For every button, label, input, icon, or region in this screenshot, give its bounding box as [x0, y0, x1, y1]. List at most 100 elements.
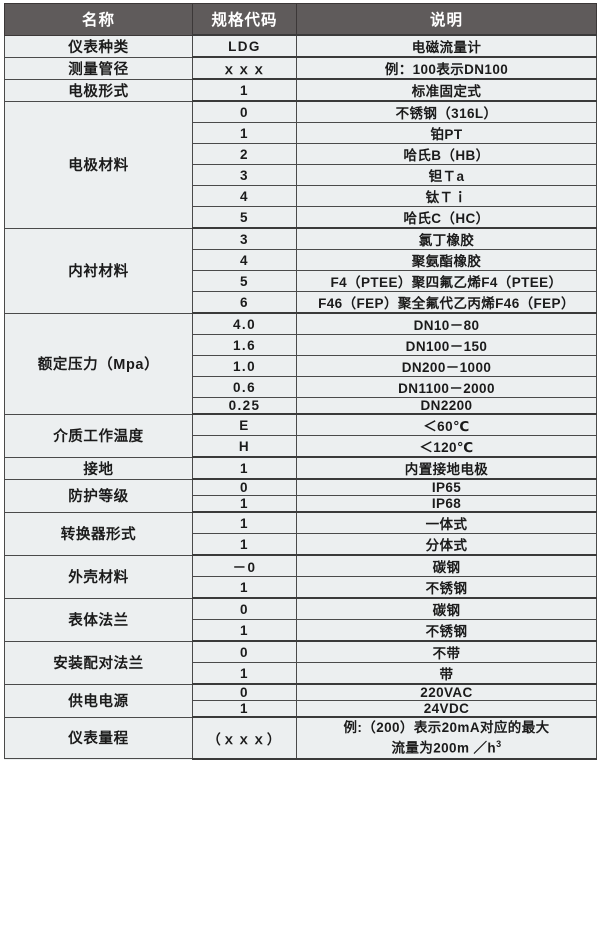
table-row: 防护等级 0 IP65 [4, 478, 597, 513]
spec-code-value: 1 [192, 619, 297, 642]
table-row: 供电电源 0 220VAC [4, 683, 597, 718]
header-cell-desc: 说明 [296, 3, 597, 36]
row-group-name: 电极形式 [4, 78, 193, 102]
spec-code-value: 1.6 [192, 334, 297, 356]
table-row: 电极形式 1 标准固定式 [4, 78, 597, 102]
spec-code-value: 3 [192, 227, 297, 250]
table-row: 0.6 DN1100－2000 [5, 376, 597, 398]
spec-description: 哈氏B（HB） [296, 143, 597, 165]
specification-code-table: 名称 规格代码 说明 仪表种类 LDG 电磁流量计 测量管径 ｘｘｘ 例：100表示DN1… [4, 3, 597, 760]
spec-code-value: 0.6 [192, 376, 297, 398]
table-row: 1 铂PT [5, 122, 597, 144]
table-row: 4 聚氨酯橡胶 [5, 249, 597, 271]
spec-description: 哈氏C（HC） [296, 206, 597, 229]
table-row: 1.6 DN100－150 [5, 334, 597, 356]
spec-code-value: 1 [192, 511, 297, 534]
spec-code-value: 1 [192, 576, 297, 599]
spec-description: DN100－150 [296, 334, 597, 356]
spec-description: ＜60℃ [296, 413, 597, 436]
spec-code-value: 6 [192, 291, 297, 314]
table-row: 表体法兰 0 碳钢 [4, 597, 597, 642]
spec-code-value: ｘｘｘ [192, 56, 297, 80]
row-group-name: 电极材料 [4, 100, 193, 229]
spec-code-value: 3 [192, 164, 297, 186]
row-group-name: 仪表种类 [4, 34, 193, 58]
spec-description: 分体式 [296, 533, 597, 556]
header-row: 名称 规格代码 说明 [4, 3, 597, 36]
spec-description: IP65 [296, 478, 597, 496]
spec-code-value: 1.0 [192, 355, 297, 377]
spec-description: 碳钢 [296, 597, 597, 620]
table-row: 外壳材料 －0 碳钢 [4, 554, 597, 599]
spec-description: 钽Ｔa [296, 164, 597, 186]
row-group-name: 接地 [4, 456, 193, 480]
spec-code-value: 4 [192, 185, 297, 207]
spec-description-line-2-text: 流量为200m ／h [391, 740, 497, 756]
spec-description-line-1: 例:（200）表示20mA对应的最大 [343, 720, 550, 735]
spec-code-value: 0 [192, 478, 297, 496]
spec-code-value: 0 [192, 597, 297, 620]
spec-description: 不锈钢 [296, 576, 597, 599]
spec-description: F46（FEP）聚全氟代乙丙烯F46（FEP） [296, 291, 597, 314]
spec-description: DN2200 [296, 397, 597, 415]
spec-description-line-2: 流量为200m ／h3 [299, 738, 594, 758]
table-row: 内衬材料 3 氯丁橡胶 [4, 227, 597, 314]
spec-description: 氯丁橡胶 [296, 227, 597, 250]
spec-description: 不锈钢（316L） [296, 100, 597, 123]
spec-code-value: H [192, 435, 297, 458]
spec-description: ＜120℃ [296, 435, 597, 458]
table-row: 测量管径 ｘｘｘ 例：100表示DN100 [4, 56, 597, 80]
table-row: 1 分体式 [5, 533, 597, 556]
row-group-name: 额定压力（Mpa） [4, 312, 193, 415]
header-cell-code: 规格代码 [192, 3, 297, 36]
spec-code-value: LDG [192, 34, 297, 58]
spec-description: 例：100表示DN100 [296, 56, 597, 80]
spec-code-value: （ｘｘｘ） [192, 716, 297, 760]
table-row: 介质工作温度 E ＜60℃ [4, 413, 597, 458]
spec-code-value: 4.0 [192, 312, 297, 335]
spec-description: DN200－1000 [296, 355, 597, 377]
spec-code-value: 2 [192, 143, 297, 165]
spec-code-value: 0 [192, 100, 297, 123]
table-row: 4 钛Ｔｉ [5, 185, 597, 207]
row-group-name: 内衬材料 [4, 227, 193, 314]
table-row: 5 F4（PTEE）聚四氟乙烯F4（PTEE） [5, 270, 597, 292]
table-row: H ＜120℃ [5, 435, 597, 458]
table-row: 6 F46（FEP）聚全氟代乙丙烯F46（FEP） [5, 291, 597, 314]
spec-code-value: 1 [192, 78, 297, 102]
spec-description: 带 [296, 662, 597, 685]
spec-code-value: 1 [192, 495, 297, 513]
spec-code-value: 0 [192, 640, 297, 663]
spec-description: 聚氨酯橡胶 [296, 249, 597, 271]
spec-code-value: －0 [192, 554, 297, 577]
spec-code-value: E [192, 413, 297, 436]
spec-description: 220VAC [296, 683, 597, 701]
row-group-name: 介质工作温度 [4, 413, 193, 458]
table-row: 5 哈氏C（HC） [5, 206, 597, 229]
header-cell-name: 名称 [4, 3, 193, 36]
spec-code-value: 4 [192, 249, 297, 271]
table-row: 额定压力（Mpa） 4.0 DN10－80 [4, 312, 597, 415]
spec-description: F4（PTEE）聚四氟乙烯F4（PTEE） [296, 270, 597, 292]
table-row: 转换器形式 1 一体式 [4, 511, 597, 556]
spec-code-value: 5 [192, 270, 297, 292]
spec-code-value: 1 [192, 533, 297, 556]
spec-description: 不带 [296, 640, 597, 663]
table-row: 仪表种类 LDG 电磁流量计 [4, 34, 597, 58]
table-row: 仪表量程 （ｘｘｘ） 例:（200）表示20mA对应的最大 流量为200m ／h3 [4, 716, 597, 760]
table-row: 接地 1 内置接地电极 [4, 456, 597, 480]
spec-description: 电磁流量计 [296, 34, 597, 58]
row-group-name: 供电电源 [4, 683, 193, 718]
spec-code-value: 1 [192, 700, 297, 718]
row-group-name: 安装配对法兰 [4, 640, 193, 685]
row-group-name: 表体法兰 [4, 597, 193, 642]
spec-description-superscript: 3 [496, 738, 502, 749]
row-group-name: 防护等级 [4, 478, 193, 513]
spec-description: 内置接地电极 [296, 456, 597, 480]
spec-description: 一体式 [296, 511, 597, 534]
spec-description: IP68 [296, 495, 597, 513]
table-row: 电极材料 0 不锈钢（316L） [4, 100, 597, 229]
spec-code-value: 0.25 [192, 397, 297, 415]
